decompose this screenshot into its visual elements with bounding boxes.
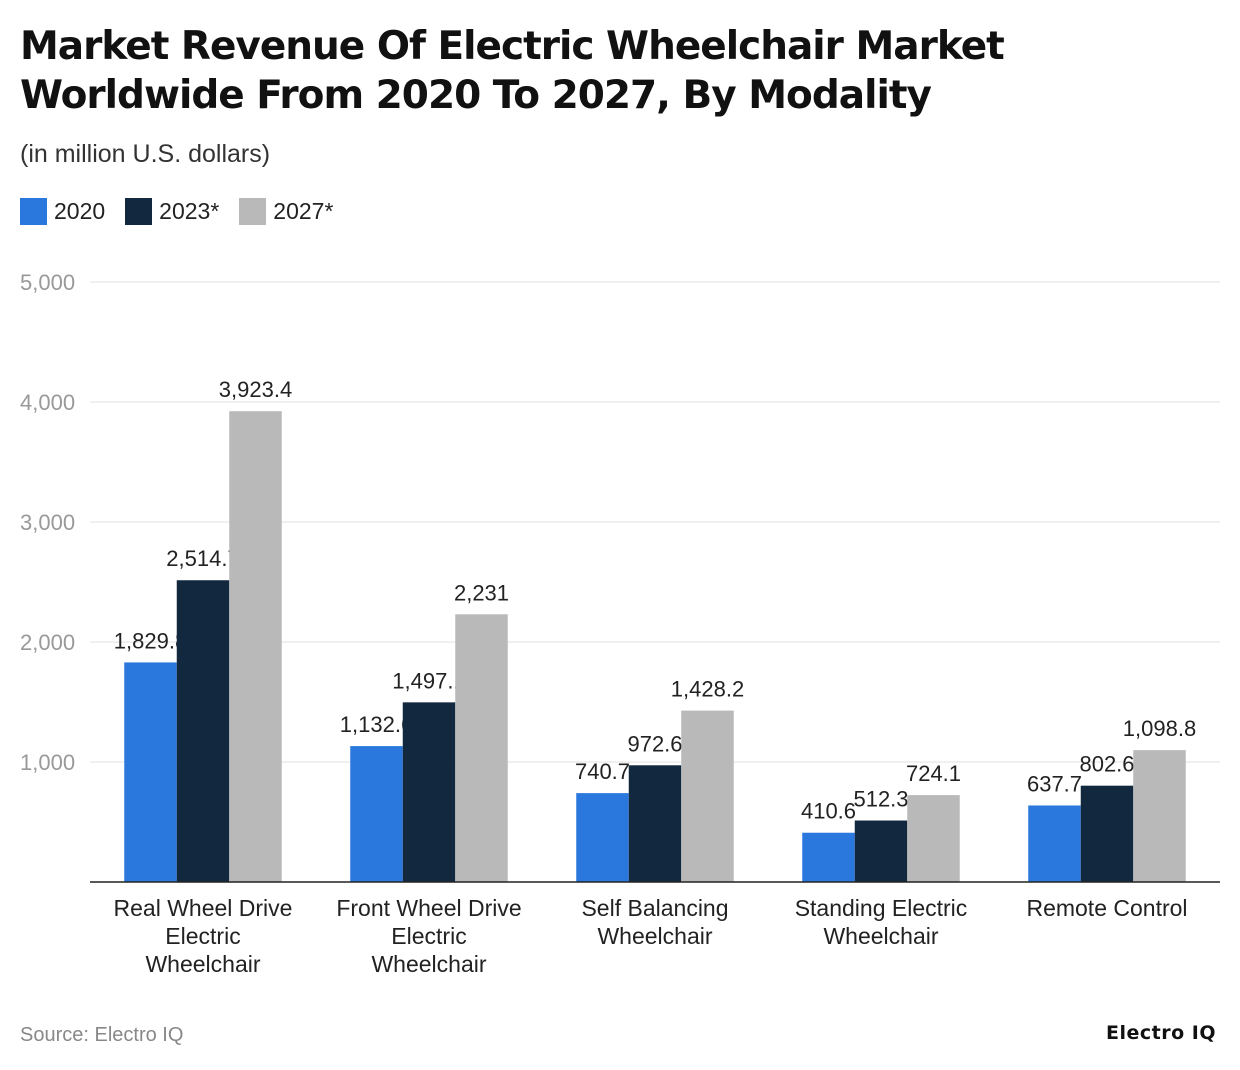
x-tick-label: Electric [165, 923, 240, 949]
data-label: 2,514.7 [166, 546, 239, 571]
bar [628, 765, 682, 882]
bar-chart: 1,000 2,000 3,000 4,000 5,000 1,829.8 2,514.7 3… [20, 270, 1220, 977]
chart-title: Market Revenue Of Electric Wheelchair Ma… [20, 24, 1005, 118]
data-label: 512.3 [853, 787, 908, 812]
bar [802, 832, 855, 882]
legend-item: 2027* [239, 198, 333, 225]
x-tick-label: Standing Electric [795, 895, 968, 921]
x-tick-label: Remote Control [1026, 895, 1187, 921]
legend-label: 2027* [273, 198, 334, 224]
bar [1028, 805, 1081, 882]
x-tick-label: Electric [391, 923, 466, 949]
data-label: 637.7 [1027, 771, 1082, 796]
x-tick-label: Real Wheel Drive [114, 895, 293, 921]
data-label: 1,497.1 [392, 668, 465, 693]
bar [576, 793, 629, 882]
bar [402, 702, 456, 882]
legend-swatch [125, 198, 153, 225]
data-label: 802.6 [1079, 752, 1134, 777]
x-tick-label: Self Balancing [581, 895, 728, 921]
y-tick-label: 3,000 [20, 510, 75, 535]
legend-item: 2020 [20, 198, 105, 225]
legend-label: 2023* [159, 198, 220, 224]
bar [1133, 750, 1186, 882]
data-label: 2,231 [454, 580, 509, 605]
y-tick-label: 4,000 [20, 390, 75, 415]
x-tick-label: Front Wheel Drive [336, 895, 521, 921]
x-tick-label: Wheelchair [371, 951, 486, 977]
y-tick-label: 2,000 [20, 630, 75, 655]
legend-swatch [20, 198, 47, 225]
data-label: 972.6 [627, 731, 682, 756]
data-label: 3,923.4 [219, 377, 292, 402]
legend-swatch [239, 198, 267, 225]
bar [1080, 785, 1134, 882]
x-tick-label: Wheelchair [597, 923, 712, 949]
bar [176, 580, 230, 882]
bar [854, 820, 908, 882]
bar [124, 662, 177, 882]
data-label: 724.1 [906, 761, 961, 786]
data-label: 1,829.8 [114, 628, 187, 653]
y-tick-label: 5,000 [20, 270, 75, 295]
bar [229, 411, 282, 882]
brand-logo: Electro IQ [1106, 1022, 1216, 1044]
chart-subtitle: (in million U.S. dollars) [20, 140, 271, 168]
x-tick-label: Wheelchair [145, 951, 260, 977]
y-tick-label: 1,000 [20, 750, 75, 775]
bar [455, 614, 508, 882]
data-label: 740.7 [575, 759, 630, 784]
data-label: 410.6 [801, 799, 856, 824]
bar [350, 746, 403, 882]
data-label: 1,428.2 [671, 677, 744, 702]
data-label: 1,132.6 [340, 712, 413, 737]
legend-label: 2020 [54, 198, 106, 224]
bar [907, 795, 960, 882]
legend: 2020 2023* 2027* [20, 198, 333, 225]
legend-item: 2023* [125, 198, 219, 225]
data-label: 1,098.8 [1123, 716, 1196, 741]
bar [681, 710, 734, 882]
source-note: Source: Electro IQ [20, 1024, 184, 1046]
x-tick-label: Wheelchair [823, 923, 938, 949]
